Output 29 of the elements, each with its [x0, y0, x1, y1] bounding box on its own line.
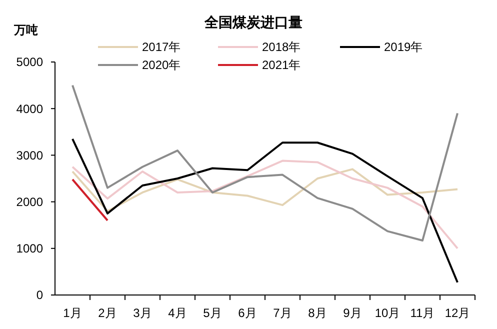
x-tick-label: 5月 [203, 306, 222, 320]
y-tick-label: 2000 [16, 195, 44, 209]
legend-label: 2019年 [384, 40, 423, 54]
x-tick-label: 12月 [444, 306, 470, 320]
y-tick-label: 1000 [16, 242, 44, 256]
legend-label: 2021年 [262, 58, 301, 72]
x-tick-label: 2月 [98, 306, 117, 320]
x-tick-label: 4月 [168, 306, 187, 320]
x-tick-label: 8月 [308, 306, 327, 320]
chart-title: 全国煤炭进口量 [204, 14, 302, 30]
x-tick-label: 9月 [343, 306, 362, 320]
x-tick-label: 1月 [63, 306, 82, 320]
line-series [72, 138, 458, 284]
y-tick-label: 4000 [16, 102, 44, 116]
line-series [72, 160, 458, 250]
x-tick-label: 6月 [238, 306, 257, 320]
x-tick-label: 7月 [273, 306, 292, 320]
x-tick-label: 11月 [410, 306, 435, 320]
x-tick-label: 10月 [374, 306, 400, 320]
y-tick-label: 5000 [16, 55, 44, 70]
legend-label: 2020年 [142, 58, 181, 72]
line-series [72, 84, 458, 242]
y-tick-label: 0 [36, 288, 44, 302]
legend-label: 2018年 [262, 40, 301, 54]
legend-label: 2017年 [142, 40, 181, 54]
line-series [72, 168, 458, 212]
y-axis-title: 万吨 [13, 23, 38, 37]
y-tick-label: 3000 [16, 148, 44, 162]
x-tick-label: 3月 [133, 306, 152, 320]
